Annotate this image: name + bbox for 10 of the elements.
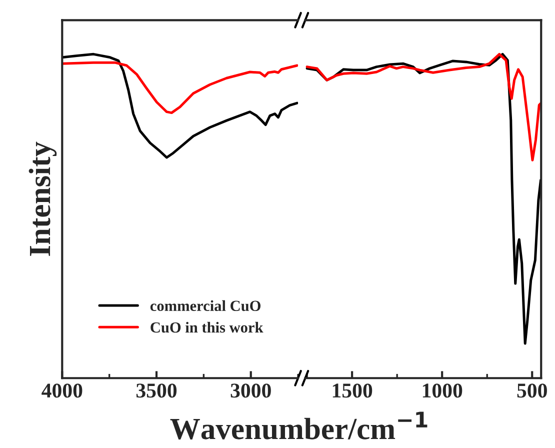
- x-axis-title: Wavenumber/cm$^{−1}$: [170, 412, 428, 440]
- x-tick-label: 1500: [332, 384, 372, 398]
- y-axis-title: Intensity: [28, 142, 57, 256]
- x-tick-label: 1000: [422, 384, 462, 398]
- x-tick-label: 4000: [42, 384, 82, 398]
- x-tick-label: 3500: [136, 384, 177, 398]
- legend-label: commercial CuO: [150, 300, 260, 312]
- x-tick-label: 3000: [230, 384, 271, 398]
- x-tick-label: 500: [517, 384, 547, 398]
- legend-label: CuO in this work: [150, 322, 264, 333]
